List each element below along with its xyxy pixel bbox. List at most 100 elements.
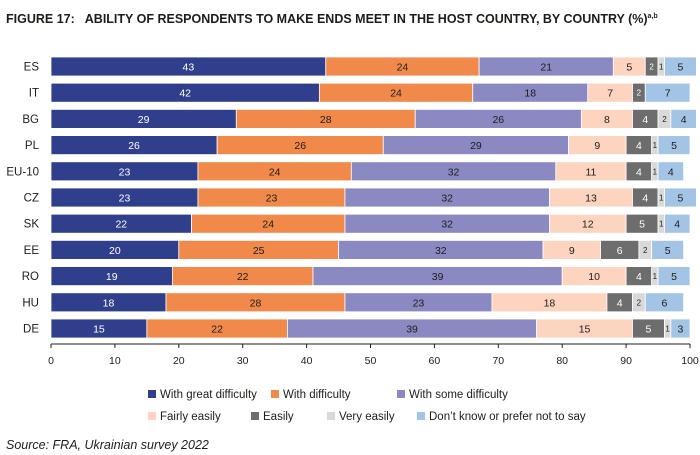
legend-label: Fairly easily: [160, 411, 221, 423]
category-label: ES: [24, 62, 40, 74]
legend-swatch: [417, 412, 425, 420]
data-label: 2: [649, 63, 654, 72]
data-label: 5: [677, 62, 683, 74]
data-label: 28: [320, 114, 332, 126]
bar-segment: [670, 109, 697, 129]
data-label: 5: [639, 219, 645, 231]
data-label: 4: [617, 297, 623, 309]
data-label: 18: [544, 297, 556, 309]
data-label: 15: [93, 324, 105, 336]
data-label: 24: [397, 62, 409, 74]
data-label: 12: [582, 219, 594, 231]
x-tick-label: 60: [429, 355, 441, 367]
category-label: EU-10: [6, 166, 39, 178]
data-label: 39: [432, 271, 444, 283]
chart-title: FIGURE 17: ABILITY OF RESPONDENTS TO MAKE…: [6, 12, 658, 26]
bar-segment: [664, 56, 697, 77]
data-label: 5: [671, 140, 677, 152]
data-label: 3: [677, 324, 683, 336]
data-label: 7: [607, 88, 613, 100]
bar-segment: [670, 318, 691, 339]
x-tick-label: 50: [365, 355, 377, 367]
legend-swatch: [148, 390, 156, 398]
data-label: 18: [103, 297, 115, 309]
x-tick-label: 100: [681, 355, 699, 367]
data-label: 28: [250, 297, 262, 309]
data-label: 22: [115, 219, 127, 231]
bar-segment: [644, 82, 691, 103]
bar-segment: [657, 161, 685, 182]
data-label: 32: [448, 166, 460, 178]
category-label: RO: [22, 271, 39, 283]
data-label: 9: [569, 245, 575, 257]
data-label: 5: [646, 324, 652, 336]
data-label: 4: [668, 166, 674, 178]
category-label: HU: [22, 297, 39, 309]
data-label: 4: [674, 219, 680, 231]
data-label: 19: [106, 271, 118, 283]
data-label: 2: [662, 115, 667, 124]
data-label: 2: [643, 246, 648, 255]
data-label: 32: [441, 193, 453, 205]
data-label: 1: [659, 63, 664, 72]
data-label: 26: [128, 140, 140, 152]
data-label: 4: [642, 114, 648, 126]
source-note: Source: FRA, Ukrainian survey 2022: [6, 438, 209, 452]
x-tick-label: 40: [301, 355, 313, 367]
data-label: 9: [594, 140, 600, 152]
data-label: 23: [119, 166, 131, 178]
data-label: 11: [586, 166, 597, 178]
data-label: 4: [681, 114, 687, 126]
data-label: 42: [179, 88, 191, 100]
bar-segment: [664, 213, 691, 234]
bar-segment: [664, 187, 697, 208]
data-label: 21: [540, 62, 552, 74]
category-label: PL: [25, 140, 40, 152]
x-tick-label: 80: [556, 355, 568, 367]
data-label: 1: [653, 167, 658, 176]
data-label: 39: [406, 324, 418, 336]
data-label: 13: [585, 193, 597, 205]
data-label: 24: [269, 166, 281, 178]
data-label: 7: [665, 88, 671, 100]
category-label: DE: [23, 324, 39, 336]
legend-label: Don’t know or prefer not to say: [429, 411, 586, 423]
data-label: 26: [492, 114, 504, 126]
data-label: 1: [653, 141, 658, 150]
legend-swatch: [148, 412, 156, 420]
data-label: 25: [253, 245, 265, 257]
legend-label: Very easily: [339, 411, 395, 423]
legend-label: With some difficulty: [409, 389, 508, 401]
data-label: 32: [441, 219, 453, 231]
legend-swatch: [327, 412, 335, 420]
data-label: 20: [109, 245, 121, 257]
data-label: 24: [390, 88, 402, 100]
data-label: 5: [677, 193, 683, 205]
data-label: 1: [659, 220, 664, 229]
category-label: SK: [24, 219, 40, 231]
data-label: 22: [211, 324, 223, 336]
data-label: 23: [413, 297, 425, 309]
category-label: EE: [24, 245, 40, 257]
x-tick-label: 20: [173, 355, 185, 367]
category-label: IT: [29, 88, 39, 100]
x-tick-label: 30: [237, 355, 249, 367]
data-label: 5: [665, 245, 671, 257]
data-label: 2: [637, 298, 642, 307]
category-label: BG: [22, 114, 39, 126]
figure-number: FIGURE 17:: [6, 12, 75, 26]
data-label: 5: [671, 271, 677, 283]
data-label: 10: [588, 271, 600, 283]
category-label: CZ: [24, 193, 39, 205]
title-footnote-marker: a,b: [647, 12, 658, 20]
legend-swatch: [271, 390, 279, 398]
x-tick-label: 90: [620, 355, 632, 367]
legend-swatch: [251, 412, 259, 420]
x-tick-label: 10: [109, 355, 121, 367]
legend-label: With great difficulty: [160, 389, 257, 401]
data-label: 1: [659, 194, 664, 203]
data-label: 29: [470, 140, 482, 152]
data-label: 5: [626, 62, 632, 74]
bar-segment: [644, 292, 685, 313]
